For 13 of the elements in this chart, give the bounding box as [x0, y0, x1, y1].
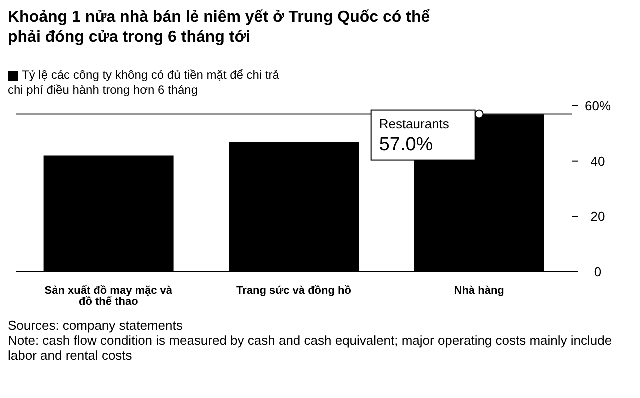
text: Note: cash flow condition is measured by cash and cash equivalent; major operating costs mainly include labor and rental costs: [8, 333, 614, 363]
y-tick-label: 40: [590, 154, 606, 169]
chart-title: Khoảng 1 nửa nhà bán lẻ niêm yết ở Trung Quốc có thể phải đóng cửa trong 6 tháng tới: [8, 8, 432, 48]
y-tick-label: 60%: [584, 98, 612, 114]
source-note: Sources: company statements: [8, 318, 184, 333]
x-tick-label: Sản xuất đồ may mặc và đồ thể thao: [44, 284, 174, 308]
x-tick-label: Nhà hàng: [454, 284, 504, 297]
x-tick-label: Trang sức và đồng hồ: [236, 284, 352, 297]
annotation: 57.0%: [379, 134, 434, 156]
annotation: Restaurants: [379, 116, 450, 132]
y-tick-label: 20: [590, 209, 606, 224]
y-tick-label: 0: [594, 264, 602, 280]
legend-label: Tỷ lệ các công ty không có đủ tiền mặt để chi trả chi phí điều hành trong hơn 6 tháng: [8, 68, 280, 97]
